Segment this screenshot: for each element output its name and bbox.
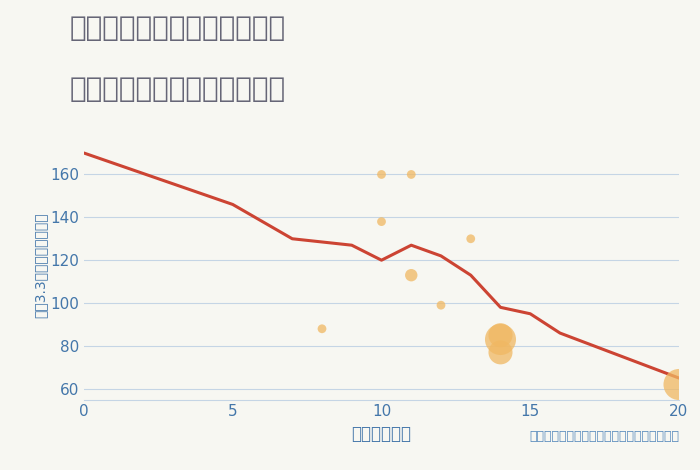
Point [495,349,506,356]
Point [673,381,685,388]
Text: 円の大きさは、取引のあった物件面積を示す: 円の大きさは、取引のあった物件面積を示す [529,430,679,443]
Point [406,171,417,178]
Y-axis label: 坪（3.3㎡）単価（万円）: 坪（3.3㎡）単価（万円） [34,213,48,318]
Point [495,336,506,343]
X-axis label: 駅距離（分）: 駅距離（分） [351,425,412,443]
Point [435,301,447,309]
Point [316,325,328,333]
Text: 駅距離別中古マンション価格: 駅距離別中古マンション価格 [70,75,286,103]
Point [376,171,387,178]
Point [495,331,506,339]
Point [406,272,417,279]
Point [376,218,387,226]
Text: 神奈川県横浜市緑区新治町の: 神奈川県横浜市緑区新治町の [70,14,286,42]
Point [465,235,476,243]
